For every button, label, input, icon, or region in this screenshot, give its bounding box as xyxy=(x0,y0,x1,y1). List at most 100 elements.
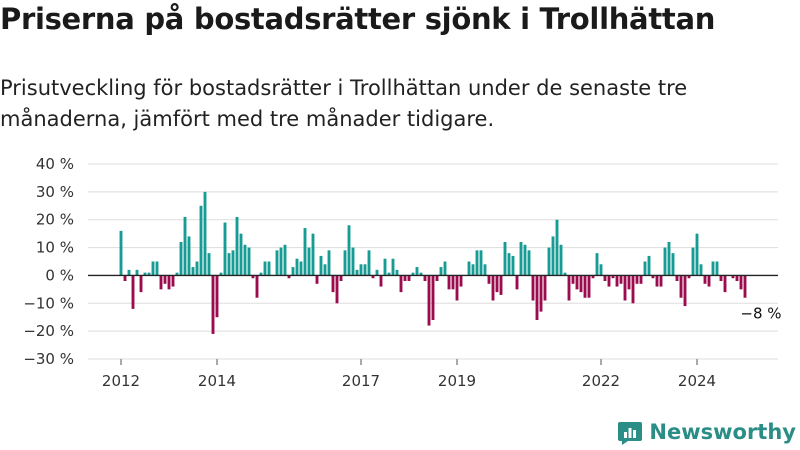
bar xyxy=(143,272,147,276)
bar xyxy=(131,275,135,309)
bar xyxy=(663,247,667,276)
bar xyxy=(579,275,583,293)
bar xyxy=(447,275,451,290)
bar xyxy=(359,264,363,276)
x-tick-label: 2012 xyxy=(102,372,140,390)
bar xyxy=(307,247,311,276)
y-tick-label: −10 % xyxy=(23,294,74,312)
y-tick-label: 20 % xyxy=(36,211,74,229)
bar xyxy=(623,275,627,301)
bar xyxy=(671,253,675,276)
bar xyxy=(175,272,179,276)
bar xyxy=(707,275,711,287)
bar xyxy=(231,250,235,276)
bar xyxy=(595,253,599,276)
bar xyxy=(431,275,435,320)
bar xyxy=(311,233,315,276)
y-tick-label: −30 % xyxy=(23,350,74,368)
bar xyxy=(699,264,703,276)
bar xyxy=(407,275,411,281)
bar xyxy=(543,275,547,301)
bar xyxy=(119,230,123,276)
bar xyxy=(651,275,655,279)
bar xyxy=(667,242,671,276)
latest-value-annotation: −8 % xyxy=(740,305,781,323)
x-tick-label: 2019 xyxy=(438,372,476,390)
bar xyxy=(355,269,359,276)
bar xyxy=(163,275,167,284)
bar xyxy=(415,267,419,276)
bar xyxy=(215,275,219,318)
bar xyxy=(515,275,519,290)
bar xyxy=(539,275,543,312)
bar xyxy=(147,272,151,276)
newsworthy-icon xyxy=(618,422,643,445)
bar xyxy=(179,242,183,276)
bar xyxy=(427,275,431,326)
bar xyxy=(491,275,495,301)
bar xyxy=(323,264,327,276)
bar xyxy=(327,250,331,276)
bar xyxy=(563,272,567,276)
bar xyxy=(383,258,387,276)
x-tick-label: 2022 xyxy=(582,372,620,390)
bar xyxy=(203,191,207,276)
bar xyxy=(479,250,483,276)
bar xyxy=(451,275,455,290)
bar xyxy=(495,275,499,293)
bar xyxy=(275,250,279,276)
bar xyxy=(527,250,531,276)
bar xyxy=(467,261,471,276)
bar xyxy=(279,247,283,276)
bar xyxy=(555,219,559,276)
bar xyxy=(551,236,555,276)
bar xyxy=(487,275,491,284)
bar xyxy=(659,275,663,287)
bar xyxy=(723,275,727,293)
bar xyxy=(339,275,343,281)
chart-subtitle: Prisutveckling för bostadsrätter i Troll… xyxy=(0,76,688,131)
bar xyxy=(675,275,679,281)
bar xyxy=(607,275,611,287)
bar xyxy=(167,275,171,290)
bar xyxy=(703,275,707,284)
bar xyxy=(123,275,127,281)
bar xyxy=(455,275,459,301)
bar xyxy=(319,255,323,276)
bar xyxy=(731,275,735,279)
bar xyxy=(511,255,515,276)
bar xyxy=(503,242,507,276)
bar xyxy=(191,267,195,276)
bar xyxy=(247,247,251,276)
bar xyxy=(739,275,743,290)
bar xyxy=(351,247,355,276)
bar xyxy=(283,244,287,276)
bar xyxy=(315,275,319,284)
bar xyxy=(615,275,619,287)
bar xyxy=(219,272,223,276)
bar xyxy=(575,275,579,290)
bar xyxy=(639,275,643,284)
bar xyxy=(399,275,403,293)
bar xyxy=(291,267,295,276)
bar xyxy=(195,261,199,276)
chart-title: Priserna på bostadsrätter sjönk i Trollh… xyxy=(0,2,716,36)
bar xyxy=(627,275,631,290)
x-tick-label: 2024 xyxy=(678,372,716,390)
bar xyxy=(531,275,535,301)
bar xyxy=(155,261,159,276)
y-tick-label: 0 % xyxy=(45,266,74,284)
bar xyxy=(459,275,463,287)
y-tick-label: 40 % xyxy=(36,155,74,173)
bar xyxy=(335,275,339,304)
bar xyxy=(239,233,243,276)
bar xyxy=(507,253,511,276)
bar xyxy=(211,275,215,334)
bar xyxy=(423,275,427,281)
bar xyxy=(151,261,155,276)
bar xyxy=(411,272,415,276)
bar xyxy=(471,264,475,276)
bar-chart: 40 % 30 % 20 % 10 % 0 % −10 % −20 % −30 % 2012 20… xyxy=(23,155,781,390)
bar xyxy=(591,275,595,279)
bar xyxy=(255,275,259,298)
